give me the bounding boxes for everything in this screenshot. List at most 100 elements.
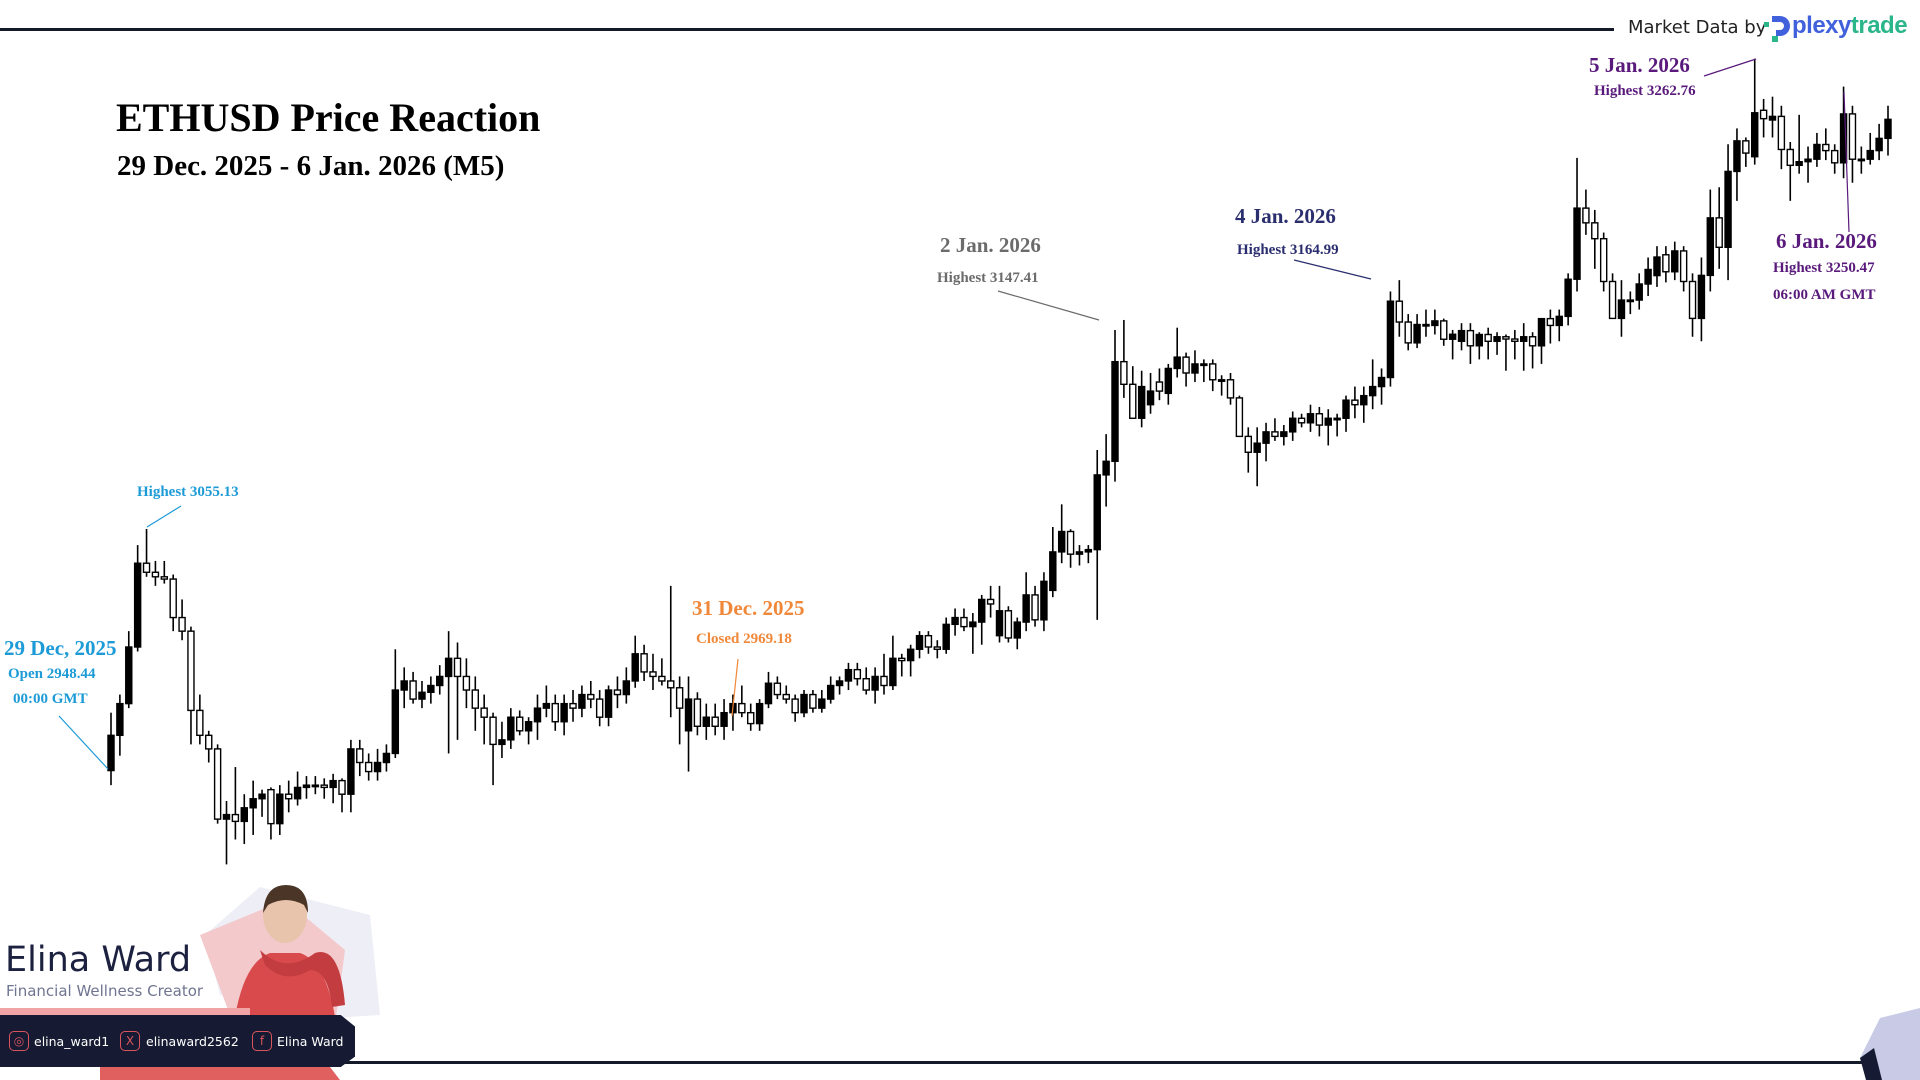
social-facebook-handle[interactable]: Elina Ward <box>277 1034 344 1049</box>
candle <box>1244 427 1253 473</box>
candle <box>1288 411 1297 441</box>
candle-body-bearish <box>213 748 222 820</box>
candle <box>320 778 328 799</box>
candle <box>889 635 897 691</box>
candle-body-bullish <box>1537 317 1546 347</box>
candle-body-bearish <box>1484 333 1492 342</box>
candle-body-bullish <box>720 711 728 727</box>
candle-body-bullish <box>1671 250 1679 273</box>
candle <box>1857 146 1866 174</box>
candle-body-bearish <box>711 716 719 727</box>
social-instagram-handle[interactable]: elina_ward1 <box>34 1034 110 1049</box>
chart-title: ETHUSD Price Reaction <box>116 95 541 140</box>
candle-body-bullish <box>755 702 764 725</box>
candle <box>631 635 639 688</box>
candle-body-bearish <box>640 653 648 673</box>
candle <box>1209 359 1217 392</box>
candle <box>764 671 773 709</box>
candle <box>1422 309 1430 337</box>
candle <box>258 789 266 817</box>
candle <box>551 694 559 731</box>
candle <box>951 608 959 636</box>
candle <box>160 560 169 584</box>
candle <box>1813 132 1821 167</box>
dec29-open-label: Open 2948.44 <box>8 666 96 682</box>
candle-body-bullish <box>1866 149 1874 160</box>
candle-body-bullish <box>1288 417 1297 433</box>
candle-body-bearish <box>1688 280 1697 320</box>
candle <box>1440 318 1448 346</box>
candle-body-bearish <box>1786 148 1794 167</box>
dec29-time-label: 00:00 GMT <box>13 691 88 707</box>
candle-body-bullish <box>249 798 257 809</box>
candle-body-bearish <box>471 689 480 709</box>
candle-body-bullish <box>1617 299 1626 320</box>
candle-body-bullish <box>293 786 302 800</box>
candle <box>1395 280 1404 337</box>
candle-body-bullish <box>1795 160 1803 167</box>
candle-body-bullish <box>1644 268 1652 285</box>
candle-body-bearish <box>675 687 684 709</box>
candle <box>524 717 533 745</box>
candle <box>880 653 888 695</box>
candle <box>835 676 844 695</box>
candle <box>1040 572 1048 632</box>
candle <box>1617 280 1626 337</box>
candle <box>658 658 666 686</box>
plexytrade-logo: plexytrade <box>1792 12 1908 39</box>
candle <box>382 744 391 772</box>
candle-body-bullish <box>844 668 853 682</box>
candle <box>826 676 835 704</box>
candle <box>809 690 817 713</box>
candle <box>276 785 284 835</box>
candle <box>569 690 577 722</box>
candle <box>1280 425 1288 446</box>
candle <box>773 676 782 700</box>
candle <box>489 712 497 786</box>
candle-body-bearish <box>1466 329 1475 347</box>
candle-body-bullish <box>1253 442 1261 453</box>
candle-body-bullish <box>622 680 631 696</box>
candle-body-bullish <box>1093 474 1101 551</box>
candle-body-bearish <box>853 668 862 680</box>
candle-body-bearish <box>453 657 462 678</box>
candle-body-bullish <box>604 689 613 718</box>
candle-body-bearish <box>1244 435 1253 453</box>
candle <box>1848 105 1857 183</box>
candle <box>1235 395 1244 438</box>
social-x-handle[interactable]: elinaward2562 <box>146 1034 239 1049</box>
candle <box>595 690 604 727</box>
jan6-high-label: Highest 3250.47 <box>1773 260 1875 276</box>
candle-body-bearish <box>462 675 471 691</box>
candle <box>364 753 373 781</box>
dec31-close-label: Closed 2969.18 <box>696 631 792 647</box>
candle-body-bullish <box>702 716 711 727</box>
candle <box>409 671 417 704</box>
candle-body-bullish <box>1804 158 1812 163</box>
top-divider <box>0 28 1614 31</box>
candle <box>942 617 950 654</box>
candle <box>1653 246 1661 287</box>
candle-body-bearish <box>738 702 746 714</box>
candle-body-bullish <box>1457 329 1466 342</box>
candle <box>1706 189 1715 292</box>
creator-name: Elina Ward <box>5 940 192 980</box>
candle-body-bearish <box>862 678 870 691</box>
candle <box>711 703 719 736</box>
candle-body-bullish <box>951 616 959 626</box>
candle <box>444 631 453 754</box>
candle <box>853 662 862 686</box>
candle <box>702 703 711 740</box>
candle-body-bullish <box>889 657 897 687</box>
candle-body-bullish <box>1751 112 1759 158</box>
candle <box>1262 422 1270 462</box>
candle-body-bullish <box>560 702 568 723</box>
candle <box>400 667 408 709</box>
candle-body-bearish <box>1511 338 1519 342</box>
candle-body-bullish <box>1137 385 1146 419</box>
candle-body-bearish <box>1066 530 1075 555</box>
candle <box>1582 189 1590 235</box>
candle-body-bearish <box>986 598 995 605</box>
candle <box>205 730 213 763</box>
